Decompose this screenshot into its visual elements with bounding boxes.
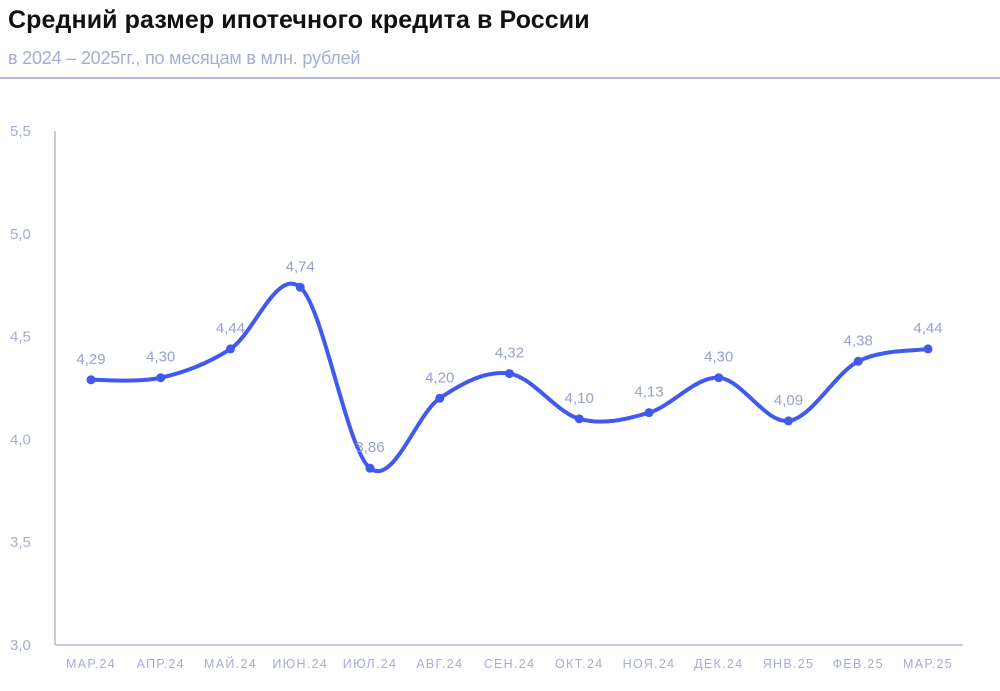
x-tick-label: МАР.24 bbox=[66, 657, 116, 671]
data-label: 3,86 bbox=[355, 439, 384, 456]
data-label: 4,13 bbox=[634, 384, 663, 401]
data-point bbox=[156, 373, 166, 383]
x-axis: МАР.24 АПР.24 МАЙ.24 ИЮН.24 ИЮЛ.24 АВГ.24 СЕН.… bbox=[55, 644, 963, 671]
data-point bbox=[365, 463, 375, 473]
data-label: 4,20 bbox=[425, 369, 454, 386]
data-point bbox=[574, 414, 584, 424]
y-tick-label: 5,0 bbox=[10, 226, 31, 243]
x-tick-label: МАЙ.24 bbox=[204, 656, 257, 671]
data-label: 4,29 bbox=[76, 351, 105, 368]
x-tick-label: ИЮН.24 bbox=[272, 657, 328, 671]
data-label: 4,44 bbox=[216, 320, 245, 337]
y-axis: 3,0 3,5 4,0 4,5 5,0 5,5 bbox=[10, 123, 56, 654]
data-label: 4,44 bbox=[913, 320, 942, 337]
header-divider bbox=[0, 77, 1000, 79]
data-label: 4,09 bbox=[774, 392, 803, 409]
data-labels: 4,29 4,30 4,44 4,74 3,86 4,20 4,32 4,10 4,13 4,30… bbox=[76, 258, 942, 456]
y-tick-label: 4,0 bbox=[10, 431, 31, 448]
data-point bbox=[86, 375, 96, 385]
data-label: 4,30 bbox=[704, 349, 733, 366]
data-point bbox=[923, 344, 933, 354]
x-tick-label: АПР.24 bbox=[137, 657, 185, 671]
y-tick-label: 3,5 bbox=[10, 534, 31, 551]
x-tick-label: МАР.25 bbox=[903, 657, 953, 671]
x-tick-label: СЕН.24 bbox=[484, 657, 536, 671]
x-tick-label: АВГ.24 bbox=[416, 657, 463, 671]
data-point bbox=[505, 369, 514, 379]
data-point bbox=[714, 373, 724, 383]
data-point bbox=[435, 393, 445, 403]
x-tick-label: ИЮЛ.24 bbox=[343, 657, 397, 671]
data-label: 4,32 bbox=[495, 345, 524, 362]
y-tick-label: 3,0 bbox=[10, 637, 31, 654]
chart-subtitle: в 2024 – 2025гг., по месяцам в млн. рубл… bbox=[8, 48, 361, 68]
chart-title: Средний размер ипотечного кредита в Росс… bbox=[8, 6, 590, 34]
data-label: 4,10 bbox=[565, 390, 594, 407]
data-point bbox=[295, 282, 305, 292]
x-tick-label: НОЯ.24 bbox=[623, 657, 676, 671]
data-point bbox=[644, 408, 654, 418]
x-tick-label: ФЕВ.25 bbox=[833, 657, 884, 671]
data-points bbox=[86, 282, 933, 473]
data-label: 4,74 bbox=[286, 258, 315, 275]
x-tick-label: ЯНВ.25 bbox=[763, 657, 815, 671]
x-tick-label: ДЕК.24 bbox=[694, 657, 743, 671]
data-label: 4,38 bbox=[844, 332, 873, 349]
data-point bbox=[784, 416, 793, 426]
y-tick-label: 5,5 bbox=[10, 123, 31, 140]
data-label: 4,30 bbox=[146, 349, 175, 366]
data-point bbox=[226, 344, 235, 354]
y-tick-label: 4,5 bbox=[10, 329, 31, 346]
data-point bbox=[853, 356, 863, 366]
x-tick-label: ОКТ.24 bbox=[555, 657, 603, 671]
